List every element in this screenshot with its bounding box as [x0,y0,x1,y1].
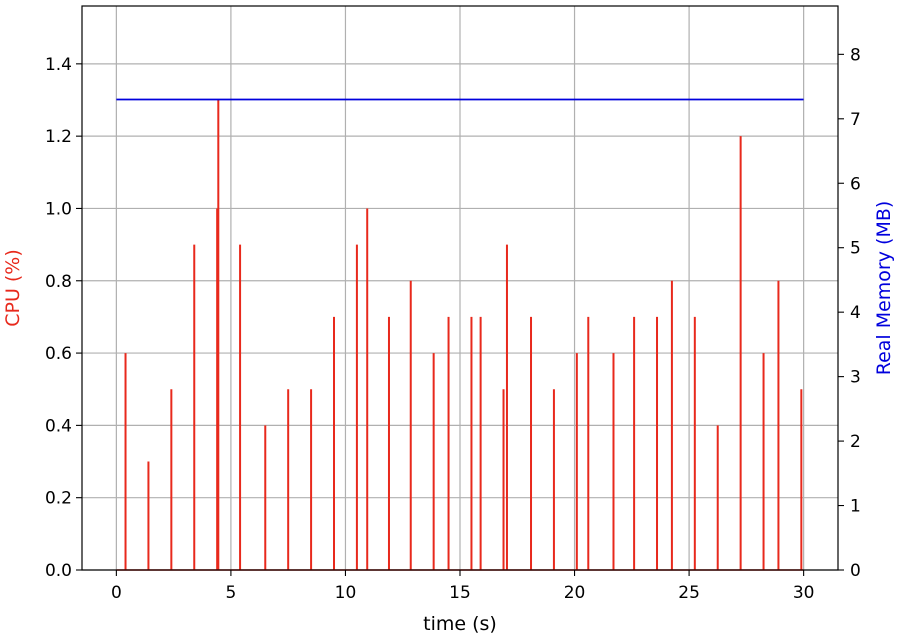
grid-lines [82,6,838,571]
y-right-tick-label: 4 [850,303,861,323]
x-axis-label: time (s) [423,613,497,635]
y-left-axis-ticks: 0.0 0.2 0.4 0.6 0.8 1.0 1.2 1.4 [45,55,82,581]
y-right-axis-ticks: 0 1 2 3 4 5 6 7 8 [838,45,861,581]
y-right-tick-label: 3 [850,368,861,388]
y-right-tick-label: 5 [850,239,861,259]
y-left-axis-label: CPU (%) [2,249,24,327]
y-left-tick-label: 0.6 [45,344,72,364]
y-right-tick-label: 0 [850,561,861,581]
y-right-tick-label: 7 [850,110,861,130]
x-tick-label: 10 [335,583,357,603]
cpu-series [116,100,804,571]
y-right-tick-label: 2 [850,432,861,452]
y-left-tick-label: 1.0 [45,199,72,219]
y-right-tick-label: 6 [850,174,861,194]
x-tick-label: 30 [793,583,815,603]
y-left-tick-label: 0.8 [45,272,72,292]
y-left-tick-label: 0.0 [45,561,72,581]
y-left-tick-label: 1.4 [45,55,72,75]
y-left-tick-label: 1.2 [45,127,72,147]
x-tick-label: 5 [225,583,236,603]
x-tick-label: 15 [449,583,471,603]
y-right-tick-label: 8 [850,45,861,65]
y-right-tick-label: 1 [850,497,861,517]
y-left-tick-label: 0.4 [45,416,72,436]
y-left-tick-label: 0.2 [45,489,72,509]
x-tick-label: 25 [678,583,700,603]
y-right-axis-label: Real Memory (MB) [873,201,895,376]
x-tick-label: 0 [111,583,122,603]
x-axis-ticks: 0 5 10 15 20 25 30 [111,570,815,603]
x-tick-label: 20 [564,583,586,603]
